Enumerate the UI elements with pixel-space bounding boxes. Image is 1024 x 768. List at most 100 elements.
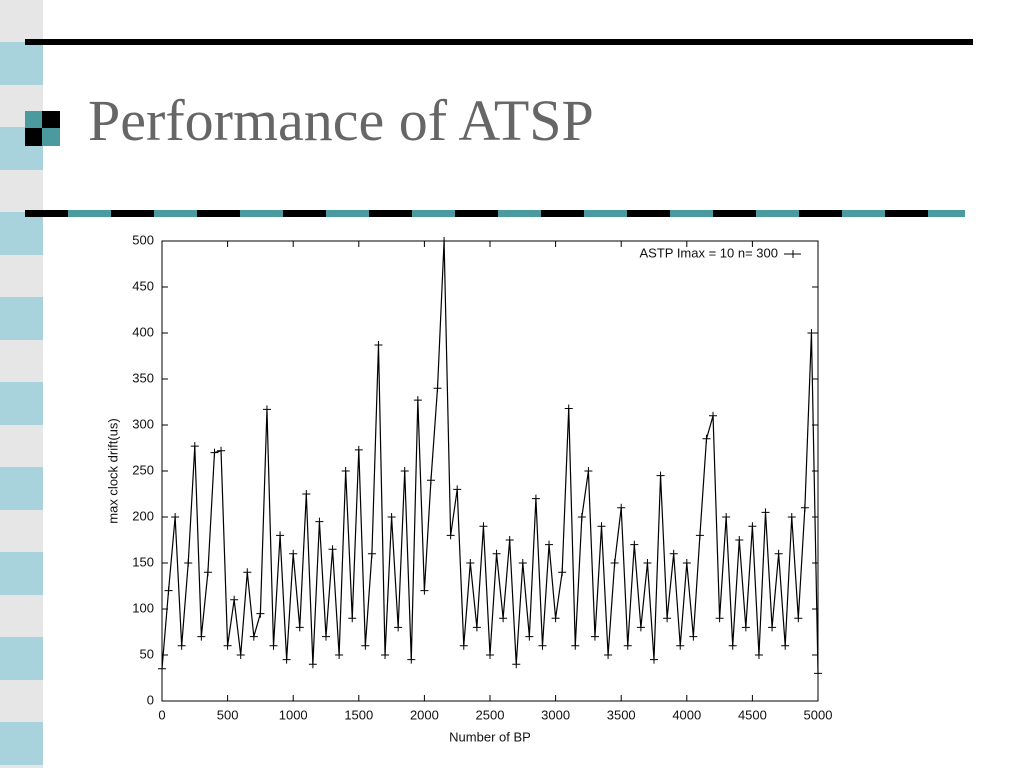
point-marker: [689, 632, 698, 641]
point-marker: [243, 568, 252, 577]
point-marker: [453, 485, 462, 494]
point-marker: [282, 655, 291, 664]
x-tick-label: 2500: [476, 707, 505, 722]
point-marker: [650, 655, 658, 664]
point-marker: [217, 446, 226, 455]
x-tick-label: 3000: [541, 707, 570, 722]
point-marker: [676, 641, 685, 650]
point-marker: [466, 559, 475, 567]
point-marker: [794, 614, 803, 623]
y-tick-label: 300: [132, 416, 154, 431]
point-marker: [223, 641, 232, 650]
point-marker: [164, 586, 173, 595]
point-marker: [387, 513, 396, 521]
point-marker: [158, 664, 166, 673]
point-marker: [630, 540, 639, 549]
y-tick-label: 200: [132, 508, 154, 523]
point-marker: [381, 651, 390, 659]
point-marker: [781, 641, 790, 650]
legend-swatch: [784, 250, 801, 258]
point-marker: [564, 404, 573, 413]
point-marker: [269, 641, 278, 650]
point-marker: [197, 632, 206, 641]
point-marker: [479, 522, 488, 531]
point-marker: [459, 641, 468, 650]
point-marker: [440, 237, 449, 245]
point-marker: [302, 490, 311, 498]
legend-label: ASTP Imax = 10 n= 300: [639, 245, 778, 260]
point-marker: [322, 632, 330, 641]
point-marker: [577, 513, 586, 521]
point-marker: [420, 586, 429, 595]
point-marker: [499, 614, 508, 623]
point-marker: [787, 513, 796, 521]
point-marker: [354, 445, 363, 454]
point-marker: [400, 467, 409, 475]
point-marker: [413, 396, 422, 405]
point-marker: [695, 531, 704, 540]
point-marker: [584, 467, 593, 475]
y-tick-label: 250: [132, 462, 154, 477]
point-marker: [735, 536, 744, 544]
point-marker: [525, 632, 534, 641]
x-tick-label: 3500: [607, 707, 636, 722]
point-marker: [236, 651, 245, 659]
y-tick-label: 0: [147, 692, 154, 707]
bullet: [25, 111, 60, 146]
point-marker: [597, 522, 606, 531]
plot-frame: [161, 240, 819, 702]
point-marker: [538, 641, 547, 650]
point-marker: [571, 641, 580, 650]
point-marker: [367, 549, 376, 558]
point-marker: [335, 651, 344, 659]
x-tick-label: 0: [158, 707, 165, 722]
point-marker: [702, 434, 711, 443]
y-tick-label: 400: [132, 324, 154, 339]
y-tick-label: 450: [132, 278, 154, 293]
point-marker: [171, 513, 180, 521]
x-tick-label: 5000: [804, 707, 833, 722]
point-marker: [190, 442, 199, 451]
point-marker: [308, 660, 317, 669]
top-rule: [25, 39, 973, 45]
point-marker: [374, 340, 383, 349]
point-marker: [328, 545, 337, 554]
point-marker: [230, 595, 239, 604]
point-marker: [551, 614, 560, 623]
point-marker: [289, 549, 298, 558]
y-axis-label: max clock drift(us): [105, 418, 120, 523]
point-marker: [558, 568, 567, 577]
point-marker: [728, 641, 737, 650]
x-tick-label: 2000: [410, 707, 439, 722]
point-marker: [426, 476, 435, 485]
point-marker: [472, 623, 481, 632]
point-marker: [276, 531, 285, 540]
slide-title: Performance of ATSP: [88, 88, 594, 153]
point-marker: [761, 508, 770, 517]
x-tick-label: 500: [217, 707, 239, 722]
point-marker: [394, 623, 403, 632]
point-marker: [636, 623, 645, 632]
point-marker: [814, 669, 822, 678]
point-marker: [433, 384, 442, 393]
point-marker: [741, 623, 750, 632]
point-marker: [656, 471, 665, 480]
point-marker: [492, 549, 501, 558]
x-tick-label: 1000: [279, 707, 308, 722]
point-marker: [512, 660, 521, 669]
point-marker: [663, 614, 672, 623]
point-marker: [486, 651, 494, 659]
point-marker: [262, 405, 271, 414]
point-marker: [643, 559, 652, 567]
point-marker: [617, 503, 626, 512]
point-marker: [800, 503, 809, 512]
point-marker: [722, 513, 731, 521]
point-marker: [505, 536, 514, 544]
point-marker: [754, 651, 763, 659]
dash-rule: [25, 210, 965, 217]
point-marker: [715, 614, 724, 623]
data-line: [161, 240, 819, 674]
point-marker: [446, 531, 455, 540]
y-tick-label: 50: [140, 646, 154, 661]
